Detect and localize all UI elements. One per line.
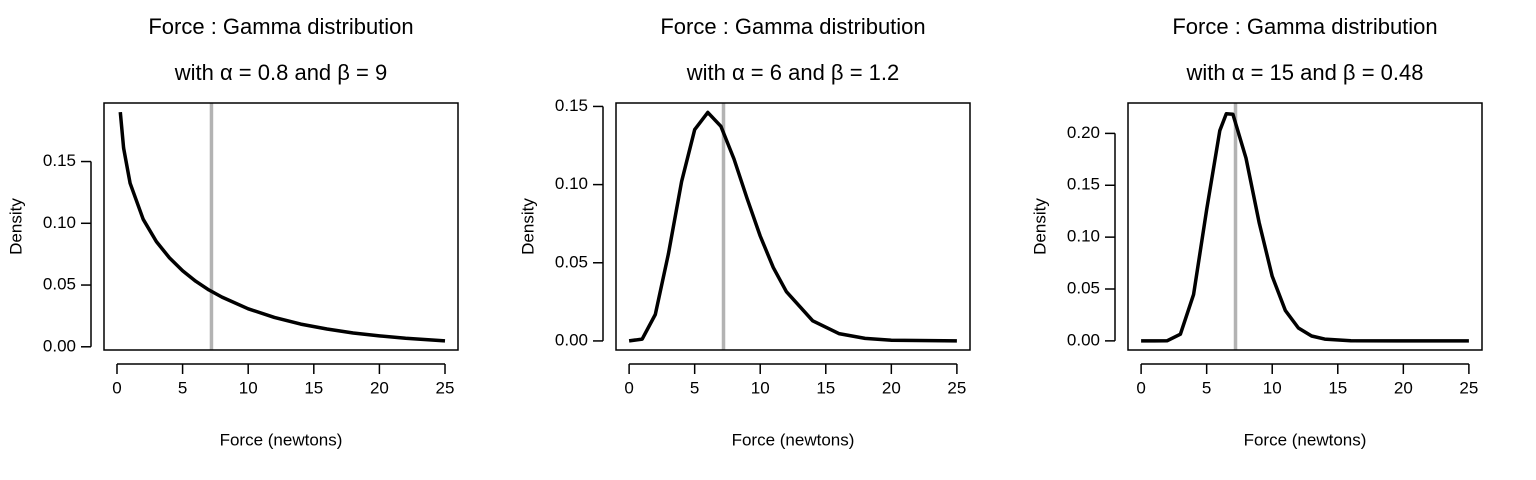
y-tick-label: 0.15 — [1067, 175, 1100, 194]
density-curve — [1141, 111, 1469, 343]
x-tick-label: 15 — [304, 378, 323, 397]
x-tick-label: 25 — [436, 378, 455, 397]
x-axis-label: Force (newtons) — [732, 430, 855, 449]
x-tick-label: 20 — [370, 378, 389, 397]
plot-box — [103, 102, 459, 351]
x-tick-label: 5 — [178, 378, 187, 397]
x-tick-label: 5 — [690, 378, 699, 397]
y-tick-label: 0.05 — [555, 252, 588, 271]
density-curve — [118, 111, 446, 343]
x-tick-label: 15 — [816, 378, 835, 397]
x-tick-label: 10 — [1263, 378, 1282, 397]
y-tick-label: 0.20 — [1067, 123, 1100, 142]
plot-box — [1127, 102, 1483, 351]
y-tick-label: 0.00 — [555, 330, 588, 349]
y-tick-label: 0.10 — [555, 174, 588, 193]
x-tick-label: 25 — [1459, 378, 1478, 397]
chart-title: Force : Gamma distribution — [1172, 14, 1437, 39]
y-axis-label: Density — [518, 198, 537, 255]
chart-subtitle: with α = 15 and β = 0.48 — [1186, 60, 1424, 85]
x-tick-label: 20 — [882, 378, 901, 397]
x-tick-label: 20 — [1394, 378, 1413, 397]
chart-title: Force : Gamma distribution — [148, 14, 413, 39]
x-tick-label: 0 — [624, 378, 633, 397]
y-tick-label: 0.05 — [1067, 278, 1100, 297]
x-axis-label: Force (newtons) — [1244, 430, 1367, 449]
y-axis-label: Density — [6, 198, 25, 255]
plot-box — [615, 102, 971, 351]
x-tick-label: 0 — [112, 378, 121, 397]
y-tick-label: 0.05 — [43, 275, 76, 294]
chart-title: Force : Gamma distribution — [660, 14, 925, 39]
x-tick-label: 25 — [947, 378, 966, 397]
x-tick-label: 10 — [239, 378, 258, 397]
y-tick-label: 0.15 — [43, 151, 76, 170]
y-tick-label: 0.00 — [1067, 330, 1100, 349]
y-tick-label: 0.10 — [1067, 227, 1100, 246]
x-tick-label: 0 — [1136, 378, 1145, 397]
chart-subtitle: with α = 6 and β = 1.2 — [686, 60, 900, 85]
y-tick-label: 0.10 — [43, 213, 76, 232]
x-axis-label: Force (newtons) — [220, 430, 343, 449]
y-axis-label: Density — [1030, 198, 1049, 255]
density-curve — [628, 110, 957, 343]
x-tick-label: 10 — [751, 378, 770, 397]
x-tick-label: 5 — [1202, 378, 1211, 397]
y-tick-label: 0.00 — [43, 336, 76, 355]
x-tick-label: 15 — [1328, 378, 1347, 397]
y-tick-label: 0.15 — [555, 96, 588, 115]
chart-subtitle: with α = 0.8 and β = 9 — [174, 60, 388, 85]
